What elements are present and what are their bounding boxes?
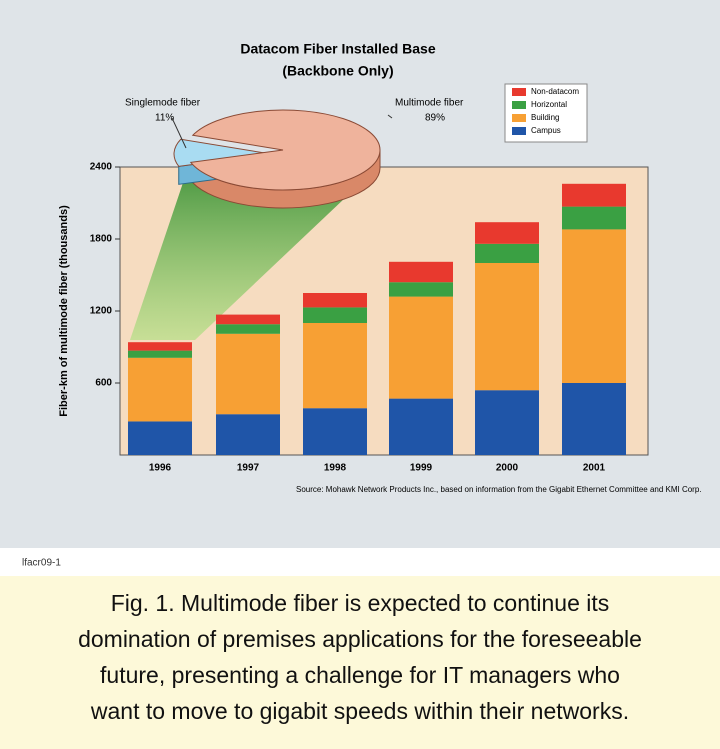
- legend: Non-datacom Horizontal Building Campus: [504, 83, 588, 143]
- bar-segment: [389, 282, 453, 297]
- pie-slice: [189, 109, 381, 191]
- legend-swatch: [512, 101, 526, 109]
- bar-segment: [216, 324, 280, 334]
- caption-line: future, presenting a challenge for IT ma…: [100, 662, 620, 688]
- bar-segment: [475, 263, 539, 391]
- bar-segment: [389, 398, 453, 455]
- bar-segment: [303, 307, 367, 323]
- bar-segment: [128, 350, 192, 358]
- bar-segment: [562, 383, 626, 455]
- bar-segment: [475, 390, 539, 455]
- source: Source: Mohawk Network Products Inc., ba…: [296, 485, 702, 494]
- legend-label: Non-datacom: [531, 87, 579, 96]
- x-tick-label: 1999: [410, 463, 433, 474]
- legend-label: Building: [531, 113, 559, 122]
- x-tick-label: 1998: [324, 463, 347, 474]
- legend-swatch: [512, 114, 526, 122]
- legend-label: Campus: [531, 126, 561, 135]
- chart-subtitle: (Backbone Only): [282, 63, 393, 79]
- figure-id: lfacr09-1: [22, 558, 61, 569]
- x-tick-label: 2000: [496, 463, 519, 474]
- bar-segment: [128, 421, 192, 455]
- x-tick-label: 2001: [583, 463, 606, 474]
- legend-swatch: [512, 127, 526, 135]
- strip: [0, 548, 720, 576]
- pie-leader: [171, 117, 187, 149]
- bar-segment: [303, 408, 367, 455]
- bar-segment: [303, 293, 367, 308]
- bar-segment: [216, 314, 280, 325]
- y-tick-label: 1800: [90, 234, 113, 245]
- x-tick-label: 1996: [149, 463, 172, 474]
- pie-label: Multimode fiber: [395, 98, 464, 109]
- y-tick-label: 600: [95, 378, 112, 389]
- y-axis-label: Fiber-km of multimode fiber (thousands): [58, 205, 70, 417]
- pie-value-label: 11%: [155, 113, 174, 124]
- pie-label: Singlemode fiber: [125, 98, 201, 109]
- pie-leader: [387, 114, 393, 119]
- pie-slice: [173, 138, 272, 167]
- caption-line: domination of premises applications for …: [78, 626, 642, 652]
- bar-segment: [562, 183, 626, 207]
- legend-swatch: [512, 88, 526, 96]
- bar-segment: [562, 229, 626, 383]
- bar-segment: [562, 206, 626, 230]
- pie-value-label: 89%: [425, 113, 445, 124]
- bar-segment: [216, 414, 280, 455]
- caption-line: want to move to gigabit speeds within th…: [90, 698, 629, 724]
- bar-segment: [475, 243, 539, 263]
- legend-label: Horizontal: [531, 100, 567, 109]
- caption-background: [0, 576, 720, 749]
- y-tick-label: 2400: [90, 162, 113, 173]
- bar-segment: [475, 222, 539, 244]
- bar-segment: [216, 333, 280, 415]
- bar-segment: [389, 261, 453, 283]
- y-tick-label: 1200: [90, 306, 113, 317]
- bar-segment: [303, 323, 367, 409]
- chart-title: Datacom Fiber Installed Base: [240, 41, 436, 57]
- x-tick-label: 1997: [237, 463, 260, 474]
- bar-segment: [389, 296, 453, 399]
- caption-line: Fig. 1. Multimode fiber is expected to c…: [111, 590, 610, 616]
- bar-segment: [128, 357, 192, 422]
- bar-segment: [128, 342, 192, 351]
